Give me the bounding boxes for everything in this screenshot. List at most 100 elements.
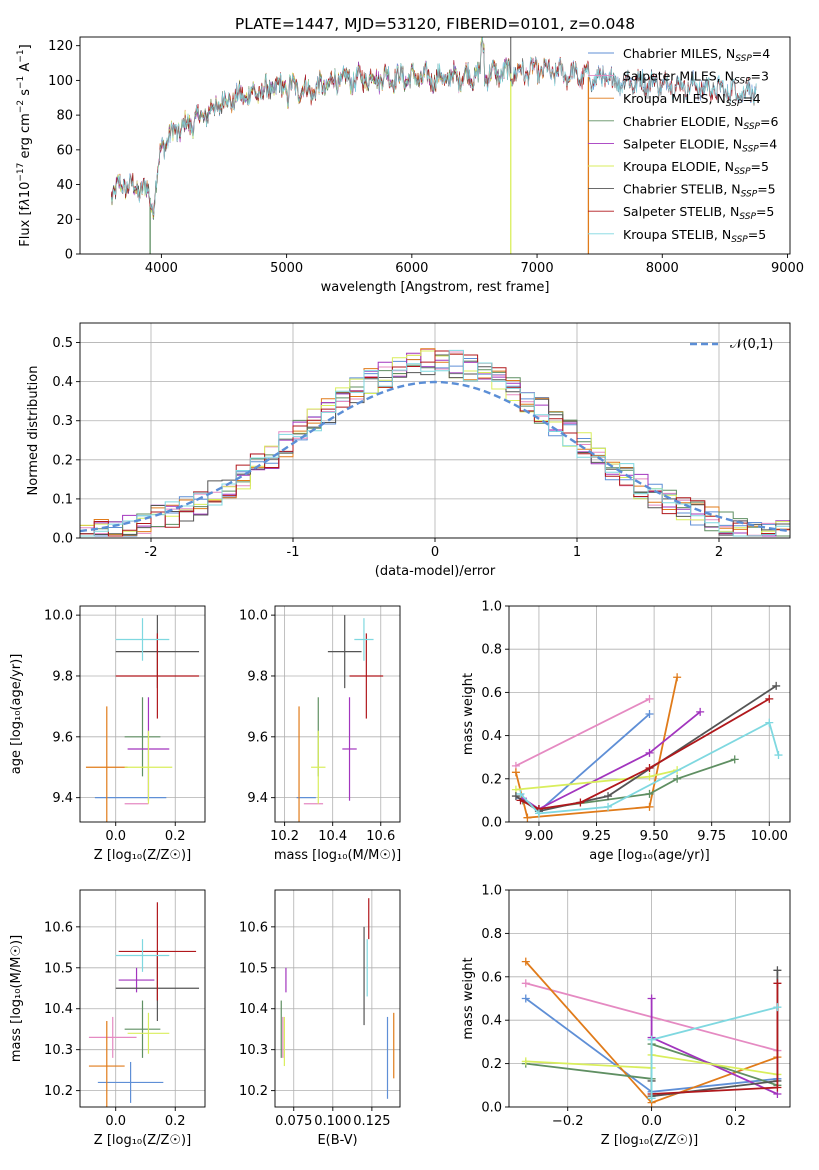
y-tick-label: 9.4 [247,791,268,806]
legend-label: Kroupa STELIB, NSSP=5 [623,227,766,245]
y-tick-label: 20 [56,213,73,228]
legend-label: Salpeter STELIB, NSSP=5 [623,204,774,222]
panel-age_vs_mass: 10.2 10.4 10.6 9.4 9.6 9.8 10.0 mass [log₁₀(M/M… [239,605,401,863]
weight-marker [673,673,682,682]
y-tick-label: 0.2 [52,453,73,468]
x-tick-label: 1 [573,545,581,560]
weight-marker [521,957,530,966]
y-tick-label: 10.4 [239,1002,268,1017]
y-tick-label: 10.6 [44,920,73,935]
y-tick-label: 10.2 [239,1084,268,1099]
y-tick-label: 10.0 [239,609,268,624]
y-tick-label: 9.6 [52,730,73,745]
x-axis-label: Z [log₁₀(Z/Z☉)] [601,1133,698,1148]
x-tick-label: −0.2 [552,1114,584,1129]
x-axis-label: Z [log₁₀(Z/Z☉)] [94,1133,191,1148]
x-tick-label: -1 [287,545,300,560]
plot-area [80,323,790,538]
panel-residuals: -2 -1 0 1 2 0.0 0.1 0.2 0.3 0.4 0.5 (data-model)/er… [26,322,791,579]
plot-area [80,890,205,1107]
x-tick-label: 9.50 [640,829,669,844]
legend-label: Chabrier MILES, NSSP=4 [623,46,770,64]
legend-label: 𝒩(0,1) [730,337,773,352]
x-tick-label: 10.00 [751,829,788,844]
weight-marker [773,979,782,988]
weight-line [651,983,779,1095]
x-tick-label: 9.25 [582,829,611,844]
y-tick-label: 10.3 [239,1043,268,1058]
x-tick-label: 0.100 [314,1114,351,1129]
x-tick-label: 0.2 [165,1114,186,1129]
axes-frame [508,889,791,1108]
y-tick-label: 0.0 [52,532,73,547]
y-tick-label: 0.0 [481,816,502,831]
x-tick-label: 10.2 [270,829,299,844]
panel-spectrum: 4000 5000 6000 7000 8000 9000 0 20 40 60 80 100 120 w… [16,36,804,295]
weight-line [515,698,650,767]
y-tick-label: 9.6 [247,730,268,745]
y-tick-label: 10.5 [239,961,268,976]
weight-marker [645,710,654,718]
y-axis-label: mass weight [461,957,476,1039]
y-tick-label: 9.4 [52,791,73,806]
weight-marker [730,755,739,764]
x-tick-label: 9000 [771,261,804,276]
y-tick-label: 80 [56,109,73,124]
y-tick-label: 0.1 [52,492,73,507]
y-tick-label: 1.0 [481,600,502,615]
legend-label: Kroupa ELODIE, NSSP=5 [623,159,769,177]
y-tick-label: 9.8 [247,669,268,684]
panel-mass_vs_Z: 0.0 0.2 10.2 10.3 10.4 10.5 10.6 Z [log₁₀(Z/Z☉)… [9,889,206,1148]
x-tick-label: 8000 [646,261,679,276]
weight-marker [645,764,654,772]
weight-marker [647,1094,656,1103]
x-tick-label: 10.4 [318,829,347,844]
legend-label: Chabrier ELODIE, NSSP=6 [623,114,778,132]
axes-frame [508,605,791,823]
x-tick-label: 0.0 [105,1114,126,1129]
weight-marker [604,802,613,811]
weight-marker [765,694,774,703]
weight-line [515,685,777,813]
y-axis-label: Flux [fλ10−17 erg cm−2 s−1 A−1] [16,44,33,246]
panel-weight_vs_age: 9.00 9.25 9.50 9.75 10.00 0.0 0.2 0.4 0.6 0.8 1.0 a… [461,600,791,863]
axes-frame [274,605,401,823]
weight-marker [521,994,530,1003]
x-tick-label: 0.125 [353,1114,390,1129]
x-tick-label: 9.75 [697,829,726,844]
plot-area [80,606,205,822]
x-axis-label: (data-model)/error [375,564,496,579]
x-tick-label: -2 [145,545,158,560]
panel-age_vs_Z: 0.0 0.2 9.4 9.6 9.8 10.0 Z [log₁₀(Z/Z☉)] age [l… [9,605,206,863]
weight-marker [773,1083,782,1092]
legend-label: Salpeter ELODIE, NSSP=4 [623,136,777,154]
x-axis-label: Z [log₁₀(Z/Z☉)] [94,848,191,863]
normal-curve [80,380,790,533]
plot-area [275,890,400,1107]
y-tick-label: 9.8 [52,669,73,684]
y-axis-label: mass [log₁₀(M/M☉)] [9,935,24,1062]
y-tick-label: 10.2 [44,1084,73,1099]
axes-frame [274,889,401,1108]
y-tick-label: 0.2 [481,772,502,787]
weight-marker [576,798,585,807]
x-tick-label: 6000 [395,261,428,276]
x-tick-label: 7000 [521,261,554,276]
y-tick-label: 10.6 [239,920,268,935]
y-tick-label: 0.6 [481,970,502,985]
x-axis-label: age [log₁₀(age/yr)] [589,848,710,863]
y-tick-label: 10.4 [44,1002,73,1017]
x-tick-label: 10.6 [366,829,395,844]
y-tick-label: 0.2 [481,1057,502,1072]
x-tick-label: 9.00 [524,829,553,844]
weight-marker [647,994,656,1003]
weight-marker [511,768,520,777]
weight-marker [534,809,543,818]
y-tick-label: 0.8 [481,643,502,658]
weight-marker [647,1035,656,1044]
x-tick-label: 0.0 [105,829,126,844]
histogram-step [80,350,790,537]
weight-marker [673,774,682,783]
y-tick-label: 0.5 [52,336,73,351]
